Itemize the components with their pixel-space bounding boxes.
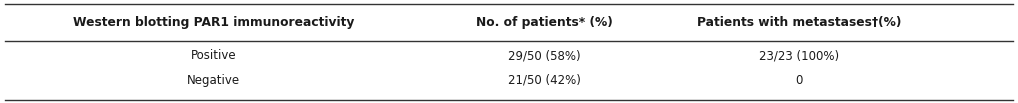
- Text: Western blotting PAR1 immunoreactivity: Western blotting PAR1 immunoreactivity: [73, 16, 354, 29]
- Text: Negative: Negative: [187, 74, 240, 87]
- Text: 23/23 (100%): 23/23 (100%): [759, 49, 839, 62]
- Text: No. of patients* (%): No. of patients* (%): [476, 16, 613, 29]
- Text: 29/50 (58%): 29/50 (58%): [508, 49, 581, 62]
- Text: Patients with metastases†(%): Patients with metastases†(%): [697, 16, 901, 29]
- Text: 21/50 (42%): 21/50 (42%): [508, 74, 581, 87]
- Text: Positive: Positive: [191, 49, 236, 62]
- Text: 0: 0: [795, 74, 803, 87]
